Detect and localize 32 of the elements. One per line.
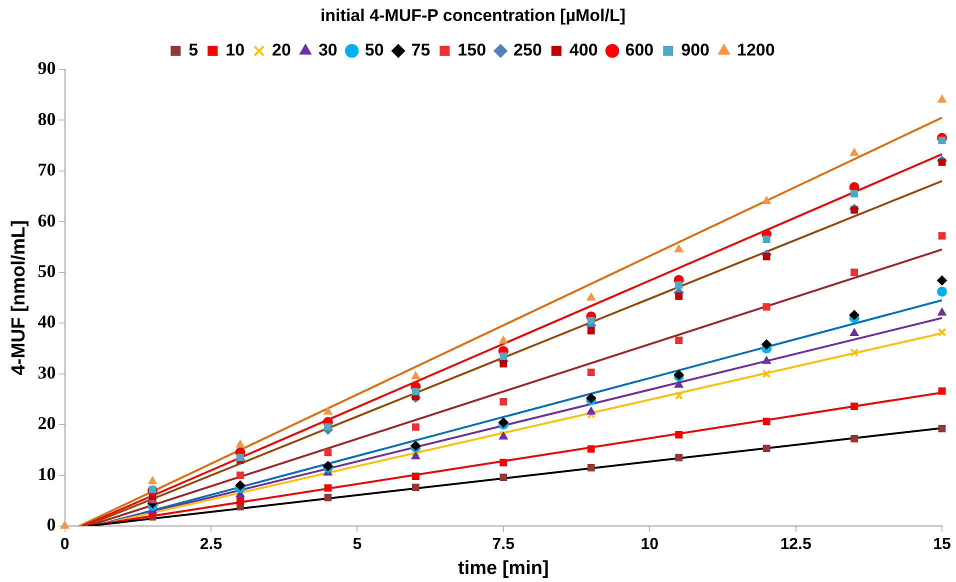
legend-label: 250 <box>514 40 542 60</box>
legend-label: 10 <box>226 40 245 60</box>
y-tick-label: 70 <box>38 160 56 180</box>
legend-label: 50 <box>364 40 384 60</box>
x-tick-label: 2.5 <box>200 536 222 554</box>
x-tick-label: 10 <box>640 536 659 554</box>
y-tick-label: 60 <box>38 210 56 230</box>
y-tick-label: 80 <box>38 108 56 129</box>
x-tick-label: 12.5 <box>780 536 812 554</box>
y-tick-label: 50 <box>38 260 56 281</box>
legend-label: 1200 <box>737 40 775 60</box>
y-tick-label: 10 <box>38 464 56 484</box>
x-tick-label: 15 <box>933 536 951 554</box>
x-tick-label: 7.5 <box>492 536 515 554</box>
legend-label: 900 <box>681 40 710 60</box>
legend-label: 150 <box>458 40 486 60</box>
legend-label: 5 <box>188 40 198 60</box>
legend-label: 600 <box>625 40 654 60</box>
legend-label: 75 <box>411 40 430 60</box>
y-tick-label: 30 <box>38 362 56 382</box>
legend-label: 400 <box>569 40 598 60</box>
y-axis-title: 4-MUF [nmol/mL] <box>8 220 30 376</box>
y-tick-label: 40 <box>38 312 56 332</box>
y-tick-label: 90 <box>38 58 56 78</box>
x-tick-label: 0 <box>60 536 70 554</box>
y-tick-label: 20 <box>38 413 56 434</box>
legend-title: initial 4-MUF-P concentration [µMol/L] <box>320 6 626 26</box>
x-axis-title: time [min] <box>458 558 549 579</box>
y-tick-label: 0 <box>46 514 56 535</box>
legend-label: 20 <box>272 40 291 60</box>
legend-label: 30 <box>318 40 338 60</box>
x-tick-label: 5 <box>352 536 362 554</box>
